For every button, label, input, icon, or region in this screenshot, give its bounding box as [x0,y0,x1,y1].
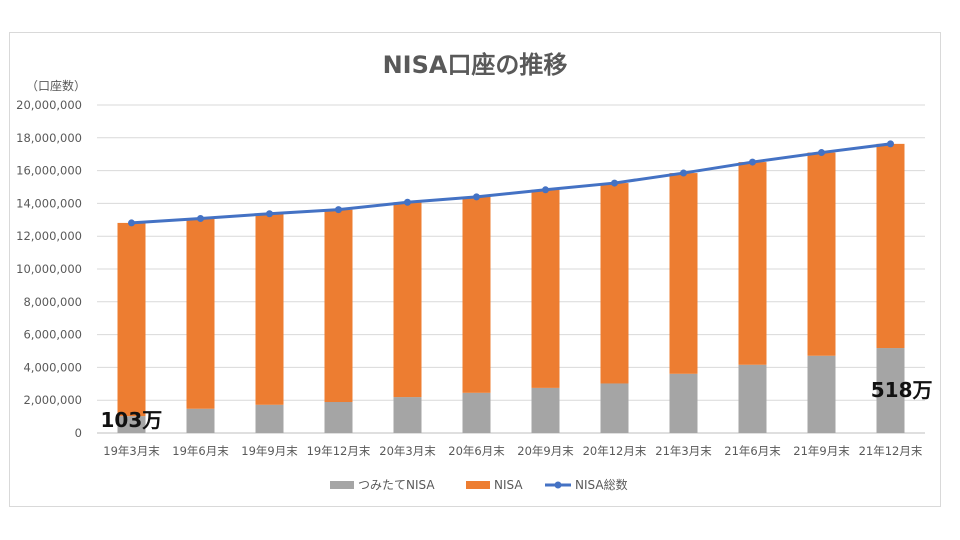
y-tick-label: 2,000,000 [23,393,82,407]
annotation-start: 103万 [101,408,163,432]
total-point [818,149,825,157]
x-tick-label: 19年12月末 [307,444,371,458]
total-point [887,140,894,148]
total-point [749,158,756,166]
legend-swatch-tsumitate-nisa [330,481,354,489]
bar-tsumitate-nisa [462,392,491,433]
x-tick-label: 21年9月末 [793,444,850,458]
total-series-line [131,142,891,225]
y-tick-label: 8,000,000 [23,295,82,309]
bar-tsumitate-nisa [393,397,422,433]
legend-label-total: NISA総数 [575,477,628,492]
bar-tsumitate-nisa [807,355,836,433]
total-point [542,186,549,194]
bar-tsumitate-nisa [600,383,629,433]
x-tick-label: 19年6月末 [172,444,229,458]
gridlines [97,104,925,434]
bar-nisa [738,162,767,365]
bar-tsumitate-nisa [117,416,146,433]
total-point [680,169,687,177]
legend-marker-total [554,481,562,489]
total-point [266,210,273,218]
x-tick-label: 20年9月末 [517,444,574,458]
legend-label-tsumitate-nisa: つみたてNISA [358,478,435,492]
bar-nisa [462,196,491,393]
bar-tsumitate-nisa [324,402,353,433]
y-tick-label: 18,000,000 [16,131,82,145]
y-tick-label: 10,000,000 [16,262,82,276]
y-tick-label: 14,000,000 [16,196,82,210]
x-tick-label: 21年12月末 [859,444,923,458]
x-tick-label: 20年12月末 [583,444,647,458]
bar-nisa [393,202,422,398]
bar-tsumitate-nisa [531,387,560,433]
bar-nisa [117,222,146,417]
total-line [128,140,894,227]
bar-nisa [600,183,629,384]
legend: つみたてNISA NISA NISA総数 [330,477,628,492]
y-tick-label: 12,000,000 [16,229,82,243]
annotations: 103万 518万 [101,378,933,432]
y-tick-label: 20,000,000 [16,98,82,112]
y-tick-label: 16,000,000 [16,164,82,178]
bar-nisa [531,189,560,388]
legend-label-nisa: NISA [494,478,523,492]
y-tick-label: 0 [75,426,82,440]
bar-nisa [807,152,836,356]
x-tick-label: 20年6月末 [448,444,505,458]
total-point [197,214,204,222]
bars [117,143,905,433]
chart-title: NISA口座の推移 [383,51,568,79]
x-tick-label: 19年9月末 [241,444,298,458]
bar-tsumitate-nisa [186,408,215,433]
bar-nisa [669,173,698,374]
y-tick-labels: 0 2,000,000 4,000,000 6,000,000 8,000,000 10,… [16,98,82,440]
x-tick-label: 19年3月末 [103,444,160,458]
total-point [335,206,342,214]
total-point [473,193,480,201]
total-point [128,219,135,227]
total-point [611,179,618,187]
bar-tsumitate-nisa [876,348,905,433]
x-tick-label: 21年6月末 [724,444,781,458]
bar-nisa [186,218,215,409]
bar-tsumitate-nisa [738,364,767,433]
bar-tsumitate-nisa [669,373,698,433]
x-tick-label: 20年3月末 [379,444,436,458]
bar-tsumitate-nisa [255,404,284,433]
total-point [404,198,411,206]
y-axis-label: （口座数） [26,78,86,93]
y-tick-label: 4,000,000 [23,360,82,374]
annotation-end: 518万 [871,378,933,402]
bar-nisa [255,213,284,405]
x-tick-label: 21年3月末 [655,444,712,458]
bar-nisa [876,143,905,349]
x-tick-labels: 19年3月末 19年6月末 19年9月末 19年12月末 20年3月末 20年6月末 20年… [103,444,923,458]
bar-nisa [324,209,353,403]
legend-swatch-nisa [466,481,490,489]
y-tick-label: 6,000,000 [23,328,82,342]
